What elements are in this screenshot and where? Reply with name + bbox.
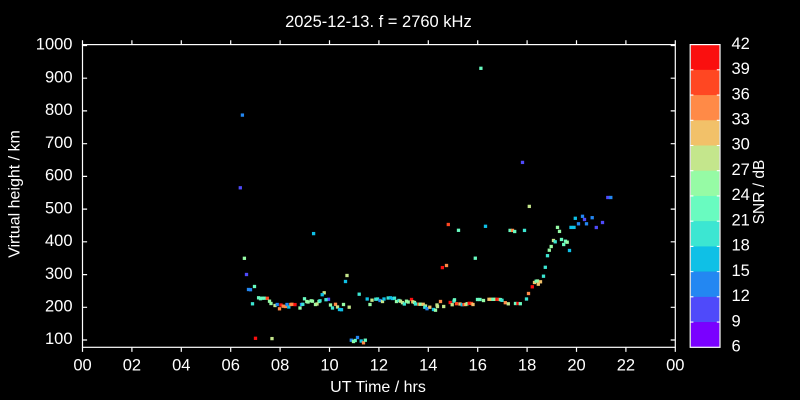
- svg-text:300: 300: [45, 265, 73, 283]
- svg-text:10: 10: [320, 356, 338, 374]
- svg-text:9: 9: [732, 312, 741, 330]
- svg-text:42: 42: [732, 35, 750, 53]
- svg-text:00: 00: [666, 356, 684, 374]
- svg-text:700: 700: [45, 134, 73, 152]
- svg-text:21: 21: [732, 211, 750, 229]
- svg-text:39: 39: [732, 60, 750, 78]
- svg-text:24: 24: [732, 186, 750, 204]
- svg-text:14: 14: [419, 356, 437, 374]
- svg-text:16: 16: [469, 356, 487, 374]
- svg-text:00: 00: [73, 356, 91, 374]
- svg-text:12: 12: [732, 287, 750, 305]
- svg-text:06: 06: [222, 356, 240, 374]
- svg-text:22: 22: [617, 356, 635, 374]
- svg-text:2025-12-13. f = 2760 kHz: 2025-12-13. f = 2760 kHz: [285, 13, 472, 31]
- svg-text:30: 30: [732, 136, 750, 154]
- svg-text:18: 18: [732, 237, 750, 255]
- svg-text:100: 100: [45, 330, 73, 348]
- svg-text:600: 600: [45, 167, 73, 185]
- svg-text:6: 6: [732, 338, 741, 356]
- svg-text:400: 400: [45, 232, 73, 250]
- svg-text:900: 900: [45, 68, 73, 86]
- svg-text:12: 12: [370, 356, 388, 374]
- svg-text:500: 500: [45, 199, 73, 217]
- svg-text:Virtual height / km: Virtual height / km: [7, 130, 24, 258]
- svg-text:08: 08: [271, 356, 289, 374]
- svg-text:18: 18: [518, 356, 536, 374]
- svg-text:200: 200: [45, 298, 73, 316]
- svg-text:20: 20: [567, 356, 585, 374]
- svg-text:02: 02: [123, 356, 141, 374]
- svg-text:33: 33: [732, 110, 750, 128]
- svg-text:UT Time / hrs: UT Time / hrs: [330, 379, 426, 396]
- svg-text:800: 800: [45, 101, 73, 119]
- svg-text:36: 36: [732, 85, 750, 103]
- svg-text:SNR / dB: SNR / dB: [751, 160, 768, 225]
- svg-text:15: 15: [732, 262, 750, 280]
- svg-text:04: 04: [172, 356, 190, 374]
- svg-text:27: 27: [732, 161, 750, 179]
- svg-text:1000: 1000: [36, 36, 73, 54]
